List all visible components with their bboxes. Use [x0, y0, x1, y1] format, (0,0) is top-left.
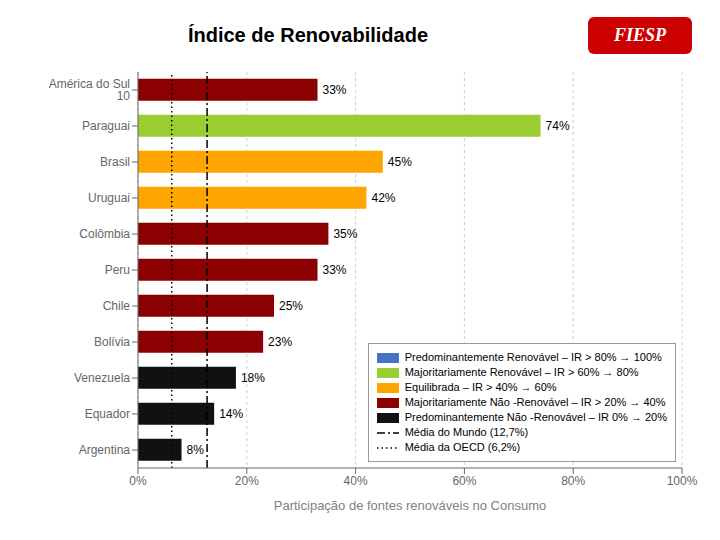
svg-text:Venezuela: Venezuela — [74, 371, 130, 385]
svg-text:Colômbia: Colômbia — [79, 227, 130, 241]
svg-text:42%: 42% — [371, 191, 395, 205]
html-text:Predominantemente Renovável –: Predominantemente Renovável – IR > 80% →… — [404, 351, 662, 363]
svg-text:14%: 14% — [219, 407, 243, 421]
svg-text:40%: 40% — [344, 474, 368, 488]
html-text:Média do Mundo (12,7%): Média do Mundo (12,7%) — [404, 426, 529, 438]
svg-text:100%: 100% — [667, 474, 698, 488]
html-text:Predominantemente Não -Renováv: Predominantemente Não -Renovável – IR 0%… — [404, 411, 667, 423]
svg-text:60%: 60% — [452, 474, 476, 488]
svg-text:Equador: Equador — [85, 407, 130, 421]
svg-text:80%: 80% — [561, 474, 585, 488]
svg-text:8%: 8% — [187, 443, 205, 457]
svg-text:Uruguai: Uruguai — [88, 191, 130, 205]
svg-text:Brasil: Brasil — [100, 155, 130, 169]
html-text:FIESP: FIESP — [614, 24, 666, 45]
svg-text:0%: 0% — [129, 474, 147, 488]
svg-text:Participação de fontes renováv: Participação de fontes renováveis no Con… — [274, 498, 546, 513]
svg-text:18%: 18% — [241, 371, 265, 385]
svg-text:América do Sul10: América do Sul10 — [49, 77, 131, 103]
svg-text:Bolívia: Bolívia — [94, 335, 130, 349]
svg-text:Argentina: Argentina — [79, 443, 131, 457]
html-text:Majoritariamente Renovável – I: Majoritariamente Renovável – IR > 60% → … — [404, 366, 639, 378]
svg-text:Peru: Peru — [105, 263, 130, 277]
html-text:Equilibrada – IR > 40% → 60%: Equilibrada – IR > 40% → 60% — [404, 381, 557, 393]
svg-text:Chile: Chile — [103, 299, 131, 313]
svg-text:33%: 33% — [323, 263, 347, 277]
svg-text:35%: 35% — [333, 227, 357, 241]
svg-text:33%: 33% — [323, 83, 347, 97]
svg-text:23%: 23% — [268, 335, 292, 349]
html-text:Média da OECD (6,2%): Média da OECD (6,2%) — [404, 441, 521, 453]
svg-text:Paraguai: Paraguai — [82, 119, 130, 133]
svg-text:25%: 25% — [279, 299, 303, 313]
svg-text:20%: 20% — [235, 474, 259, 488]
html-text:Majoritariamente Não -Renováve: Majoritariamente Não -Renovável – IR > 2… — [404, 396, 666, 408]
svg-text:45%: 45% — [388, 155, 412, 169]
svg-text:74%: 74% — [546, 119, 570, 133]
html-text:Índice de Renovabilidade: Índice de Renovabilidade — [188, 23, 428, 46]
